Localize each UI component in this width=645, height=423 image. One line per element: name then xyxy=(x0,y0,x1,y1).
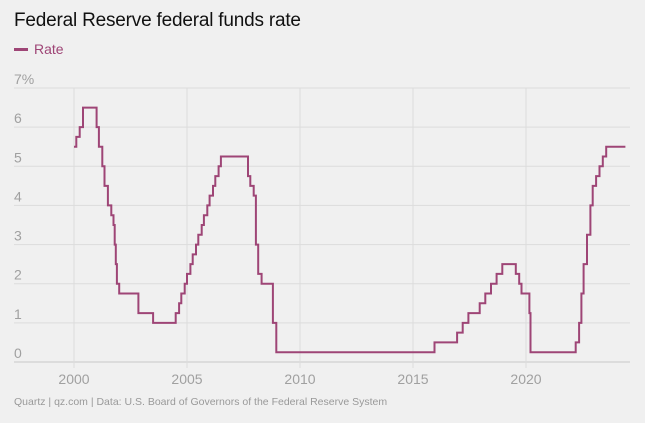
legend: Rate xyxy=(14,41,64,57)
y-tick-label: 7% xyxy=(14,71,34,87)
y-tick-label: 4 xyxy=(14,188,22,204)
legend-swatch xyxy=(14,47,28,51)
y-tick-label: 0 xyxy=(14,345,22,361)
y-tick-label: 6 xyxy=(14,110,22,126)
y-axis-ticks: 0 1 2 3 4 5 6 7% xyxy=(14,71,34,361)
x-tick-label: 2005 xyxy=(171,371,202,387)
x-tick-label: 2010 xyxy=(284,371,315,387)
chart-title: Federal Reserve federal funds rate xyxy=(14,10,301,31)
y-tick-label: 3 xyxy=(14,228,22,244)
legend-label-rate: Rate xyxy=(34,41,64,57)
x-axis-ticks: 2000 2005 2010 2015 2020 xyxy=(58,371,541,387)
x-tick-label: 2020 xyxy=(510,371,541,387)
source-footer: Quartz | qz.com | Data: U.S. Board of Go… xyxy=(14,396,388,408)
y-tick-label: 5 xyxy=(14,149,22,165)
grid-lines xyxy=(14,87,630,368)
series-layer xyxy=(74,106,626,354)
y-tick-label: 1 xyxy=(14,306,22,322)
x-tick-label: 2015 xyxy=(397,371,428,387)
x-tick-label: 2000 xyxy=(58,371,89,387)
y-tick-label: 2 xyxy=(14,267,22,283)
series-line-rate xyxy=(74,106,626,354)
